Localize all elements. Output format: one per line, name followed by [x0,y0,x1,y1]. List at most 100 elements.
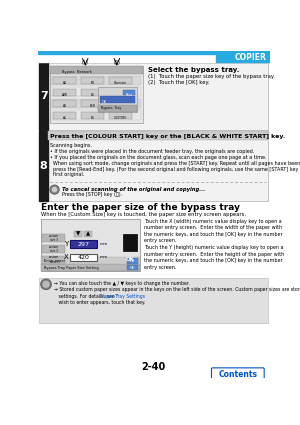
Text: (2): (2) [113,60,120,65]
Text: press the [Read-End] key. (For the second original and following originals, use : press the [Read-End] key. (For the secon… [50,167,300,172]
Text: → Stored custom paper sizes appear in the keys on the left side of the screen. C: → Stored custom paper sizes appear in th… [54,287,300,292]
Text: the numeric keys, and touch the [OK] key in the number: the numeric keys, and touch the [OK] key… [145,258,283,263]
Circle shape [42,280,50,288]
Bar [52,110,141,119]
Text: When the [Custom Size] key is touched, the paper size entry screen appears.: When the [Custom Size] key is touched, t… [40,212,246,217]
Text: CUSTOM: CUSTOM [114,116,127,120]
FancyBboxPatch shape [212,368,264,380]
Text: the numeric keys, and touch the [OK] key in the number: the numeric keys, and touch the [OK] key… [145,232,283,237]
Text: Scanning begins.: Scanning begins. [50,143,92,148]
Text: OK: OK [130,259,135,263]
Text: 8: 8 [40,161,48,171]
Bar [38,54,270,62]
Bar [39,131,268,201]
Text: A3: A3 [63,104,67,108]
Bar [52,76,141,85]
Text: custom
size 2: custom size 2 [49,245,59,253]
Bar [42,234,65,242]
Text: OK: OK [125,257,134,262]
Circle shape [40,279,52,290]
Text: number entry screen.  Enter the width of the paper with: number entry screen. Enter the width of … [145,225,283,230]
Text: B4: B4 [91,81,94,85]
Bar [109,100,132,107]
Bar [42,245,65,253]
Text: • If the originals were placed in the document feeder tray, the originals are co: • If the originals were placed in the do… [50,149,254,154]
Bar [53,112,76,119]
Bar [38,51,270,54]
Text: Paper Tray Settings: Paper Tray Settings [100,294,145,298]
Bar [70,253,97,261]
Bar [84,231,92,237]
Bar [109,77,132,84]
Text: Print: Print [126,93,133,96]
Text: OK: OK [130,266,135,270]
Bar [48,131,268,140]
Text: → You can also touch the ▲ / ▼ keys to change the number.: → You can also touch the ▲ / ▼ keys to c… [54,281,190,286]
Bar [40,258,140,264]
Bar [81,89,104,96]
Bar [81,112,104,119]
Text: wish to enter appears, touch that key.: wish to enter appears, touch that key. [54,300,145,305]
Bar [52,99,141,108]
Text: (1): (1) [82,60,89,65]
Text: mm: mm [100,255,108,259]
Bar [50,65,143,123]
Text: Enter paper: Enter paper [44,259,65,263]
Bar [98,87,137,112]
Text: mm: mm [100,242,108,246]
Text: Bypass  Network: Bypass Network [61,70,92,74]
Text: When using sort mode, change originals and press the [START] key. Repeat until a: When using sort mode, change originals a… [50,161,300,166]
Text: Enter the paper size of the bypass tray: Enter the paper size of the bypass tray [40,204,240,212]
Circle shape [52,187,58,193]
Text: custom
size 3: custom size 3 [49,234,59,242]
Text: (1)  Touch the paper size key of the bypass tray.: (1) Touch the paper size key of the bypa… [148,74,274,79]
Text: B6: B6 [91,116,94,120]
Text: X: X [64,254,68,261]
Bar [123,90,136,95]
Text: Touch the Y (height) numeric value display key to open a: Touch the Y (height) numeric value displ… [145,245,284,250]
Text: Press the [STOP] key (Ⓢ).: Press the [STOP] key (Ⓢ). [62,192,122,197]
Text: ▲: ▲ [86,231,90,236]
Text: 420: 420 [77,255,89,260]
Circle shape [50,185,59,194]
Text: Touch the X (width) numeric value display key to open a: Touch the X (width) numeric value displa… [145,219,282,224]
Text: COPIER: COPIER [235,54,267,62]
Text: custom
size 1: custom size 1 [49,255,59,264]
Text: B5: B5 [91,93,94,96]
Text: A4: A4 [63,81,67,85]
Text: Select the bypass tray.: Select the bypass tray. [148,67,239,73]
Text: A4R: A4R [62,93,68,96]
Bar [216,54,270,62]
Text: CUSTOM: CUSTOM [114,93,127,96]
Text: first original.: first original. [50,172,84,177]
Bar [123,234,137,251]
Text: A5: A5 [63,116,67,120]
Text: Y: Y [64,241,68,247]
Text: Oversize: Oversize [114,104,127,108]
Bar [109,89,132,96]
Text: Contents: Contents [218,369,257,379]
Text: 7: 7 [40,91,48,102]
Text: 297: 297 [77,242,89,247]
Text: Bypass Tray Paper Size Setting: Bypass Tray Paper Size Setting [44,266,98,270]
Text: entry screen.: entry screen. [145,238,177,244]
Bar [42,256,65,264]
Bar [100,96,136,102]
Bar [127,258,138,263]
Text: 2-40: 2-40 [142,362,166,372]
Bar [39,63,268,130]
Bar [53,89,76,96]
Bar [81,77,104,84]
Text: OK: OK [101,99,106,104]
Bar [70,241,97,248]
Text: • If you placed the originals on the document glass, scan each page one page at : • If you placed the originals on the doc… [50,155,266,160]
Bar [127,265,138,270]
Text: entry screen.: entry screen. [145,265,177,270]
Bar [39,278,268,323]
Text: (2)  Touch the [OK] key.: (2) Touch the [OK] key. [148,80,209,85]
Bar [98,105,137,112]
Bar [39,63,48,130]
Bar [53,100,76,107]
Text: Bypass  Tray: Bypass Tray [101,106,122,110]
Text: B5R: B5R [89,104,95,108]
